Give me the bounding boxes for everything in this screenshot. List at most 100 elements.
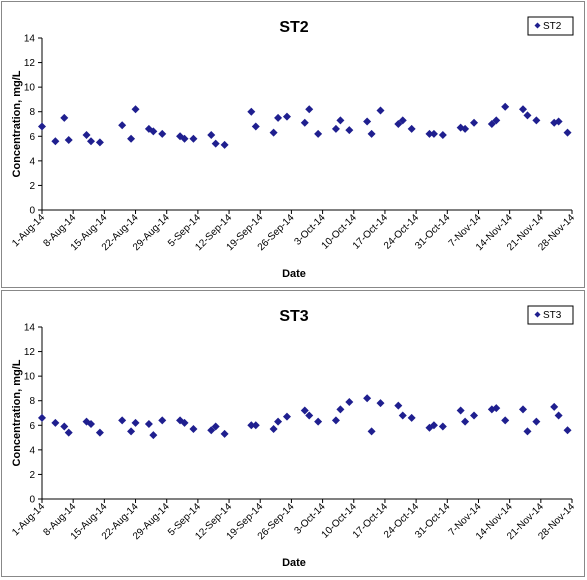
data-point — [127, 427, 136, 436]
data-point — [144, 420, 153, 429]
x-tick-label: 1-Aug-14 — [10, 501, 47, 538]
data-point — [305, 411, 314, 420]
legend: ST2 — [527, 16, 574, 36]
data-point — [300, 118, 309, 127]
data-point — [274, 417, 283, 426]
y-tick-label: 0 — [29, 495, 35, 506]
data-point — [367, 427, 376, 436]
data-point — [554, 411, 563, 420]
data-point — [282, 412, 291, 421]
data-point — [425, 129, 434, 138]
data-point — [345, 397, 354, 406]
y-tick-label: 8 — [29, 396, 35, 407]
data-point — [336, 405, 345, 414]
data-point — [376, 399, 385, 408]
data-point — [331, 124, 340, 133]
data-point — [86, 420, 95, 429]
data-point — [51, 418, 60, 427]
data-point — [220, 429, 229, 438]
data-point — [456, 406, 465, 415]
data-point — [376, 106, 385, 115]
data-point — [523, 111, 532, 120]
y-tick-label: 14 — [24, 34, 36, 45]
legend-marker — [534, 311, 541, 318]
data-point — [158, 416, 167, 425]
y-axis-title: Concentration, mg/L — [11, 359, 23, 466]
y-tick-label: 0 — [29, 206, 35, 217]
data-point — [251, 122, 260, 131]
data-point — [220, 140, 229, 149]
data-point — [158, 129, 167, 138]
data-point — [189, 424, 198, 433]
data-point — [251, 421, 260, 430]
y-tick-label: 10 — [24, 83, 36, 94]
data-point — [407, 124, 416, 133]
x-tick-label: 1-Aug-14 — [10, 212, 47, 249]
data-point — [247, 421, 256, 430]
x-axis-title: Date — [282, 557, 306, 569]
data-point — [554, 117, 563, 126]
data-point — [407, 413, 416, 422]
y-tick-label: 8 — [29, 107, 35, 118]
data-point — [300, 406, 309, 415]
data-point — [470, 411, 479, 420]
data-point — [487, 405, 496, 414]
data-point — [60, 113, 69, 122]
data-point — [269, 424, 278, 433]
chart-st3: ST3 ST3 Concentration, mg/L Date 0 2 4 6 8 10… — [10, 305, 577, 569]
legend-box — [527, 305, 574, 325]
data-point — [305, 105, 314, 114]
chart-title: ST3 — [279, 308, 308, 325]
data-point — [64, 428, 73, 437]
data-point — [394, 401, 403, 410]
data-point — [82, 131, 91, 140]
data-point — [38, 413, 46, 422]
data-point — [532, 116, 541, 125]
y-tick-label: 2 — [29, 470, 35, 481]
y-tick-label: 14 — [24, 323, 36, 334]
data-point — [461, 417, 470, 426]
data-point — [314, 417, 323, 426]
data-point — [429, 129, 438, 138]
y-axis-title: Concentration, mg/L — [11, 70, 23, 177]
data-point — [118, 416, 127, 425]
data-point — [501, 102, 510, 111]
data-point — [550, 402, 559, 411]
data-point — [144, 124, 153, 133]
data-point — [394, 120, 403, 128]
data-point — [51, 137, 60, 146]
data-point — [438, 422, 447, 431]
x-tick-label: 31-Oct-14 — [413, 501, 453, 541]
data-point — [60, 422, 69, 431]
data-point — [519, 105, 528, 114]
data-point — [487, 120, 496, 128]
data-point — [64, 135, 73, 144]
data-point — [523, 427, 532, 436]
data-point — [429, 421, 438, 430]
y-tick-label: 10 — [24, 372, 36, 383]
data-point — [274, 113, 283, 122]
chart-panel-st3: ST3 ST3 Concentration, mg/L Date 0 2 4 6 8 10… — [1, 290, 585, 577]
data-point — [131, 105, 140, 114]
data-point — [247, 107, 256, 116]
y-tick-label: 4 — [29, 156, 35, 167]
data-point — [438, 131, 447, 140]
data-point — [345, 126, 354, 135]
data-point — [331, 416, 340, 425]
y-tick-label: 6 — [29, 421, 35, 432]
data-point — [563, 426, 572, 435]
data-point — [207, 131, 216, 140]
data-point — [211, 139, 220, 148]
data-point — [131, 418, 140, 427]
data-point — [118, 121, 127, 130]
legend-label: ST3 — [543, 310, 562, 321]
data-point — [461, 124, 470, 133]
y-tick-label: 6 — [29, 132, 35, 143]
data-point — [207, 426, 216, 435]
data-point — [398, 411, 407, 420]
data-point — [492, 404, 501, 413]
data-point — [336, 116, 345, 125]
data-point — [363, 394, 372, 403]
data-point — [492, 116, 501, 125]
legend-box — [527, 16, 574, 36]
